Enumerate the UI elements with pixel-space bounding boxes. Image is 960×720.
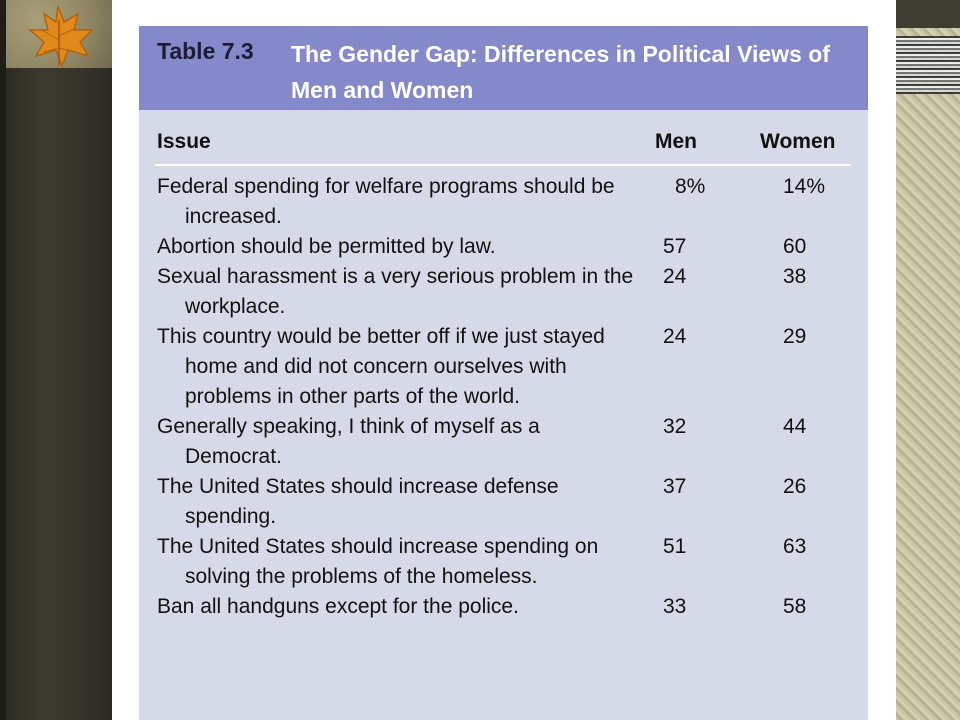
women-cell: 58 <box>783 595 807 618</box>
table-row: The United States should increase spendi… <box>139 532 868 592</box>
column-header-women: Women <box>760 130 836 153</box>
women-cell: 26 <box>783 475 807 498</box>
issue-cell: The United States should increase defens… <box>157 475 559 528</box>
men-cell: 37 <box>663 475 687 498</box>
column-header-issue: Issue <box>157 130 211 153</box>
table-row: The United States should increase defens… <box>139 472 868 532</box>
table-title: The Gender Gap: Differences in Political… <box>291 41 830 103</box>
issue-cell: Generally speaking, I think of myself as… <box>157 415 540 468</box>
maple-leaf-icon <box>6 0 112 68</box>
table-row: Sexual harassment is a very serious prob… <box>139 262 868 322</box>
women-cell: 44 <box>783 415 807 438</box>
issue-cell: Abortion should be permitted by law. <box>157 235 496 258</box>
photo-thumbnail <box>896 36 960 94</box>
header-divider <box>155 164 851 166</box>
table-row: Federal spending for welfare programs sh… <box>139 172 868 232</box>
data-table: Table 7.3 The Gender Gap: Differences in… <box>139 26 868 720</box>
issue-cell: Federal spending for welfare programs sh… <box>157 175 615 228</box>
men-cell: 57 <box>663 235 687 258</box>
table-row: This country would be better off if we j… <box>139 322 868 412</box>
men-cell: 24 <box>663 325 687 348</box>
left-decorative-panel <box>0 0 112 720</box>
issue-cell: Ban all handguns except for the police. <box>157 595 519 618</box>
issue-cell: Sexual harassment is a very serious prob… <box>157 265 634 318</box>
men-cell: 32 <box>663 415 687 438</box>
table-row: Abortion should be permitted by law. 57 … <box>139 232 868 262</box>
table-header-row: Issue Men Women <box>139 130 868 162</box>
table-body: Federal spending for welfare programs sh… <box>139 172 868 622</box>
men-cell: 51 <box>663 535 687 558</box>
issue-cell: This country would be better off if we j… <box>157 325 605 408</box>
men-cell: 24 <box>663 265 687 288</box>
men-cell: 33 <box>663 595 687 618</box>
right-decorative-panel <box>896 0 960 720</box>
women-cell: 38 <box>783 265 807 288</box>
table-title-bar: Table 7.3 The Gender Gap: Differences in… <box>139 26 868 110</box>
right-top-band <box>896 0 960 28</box>
table-number: Table 7.3 <box>157 38 254 64</box>
table-row: Ban all handguns except for the police. … <box>139 592 868 622</box>
men-cell: 8% <box>675 175 706 198</box>
column-header-men: Men <box>655 130 697 153</box>
issue-cell: The United States should increase spendi… <box>157 535 599 588</box>
women-cell: 60 <box>783 235 807 258</box>
women-cell: 29 <box>783 325 807 348</box>
left-edge-strip <box>0 0 6 720</box>
table-row: Generally speaking, I think of myself as… <box>139 412 868 472</box>
women-cell: 63 <box>783 535 807 558</box>
women-cell: 14% <box>783 175 826 198</box>
